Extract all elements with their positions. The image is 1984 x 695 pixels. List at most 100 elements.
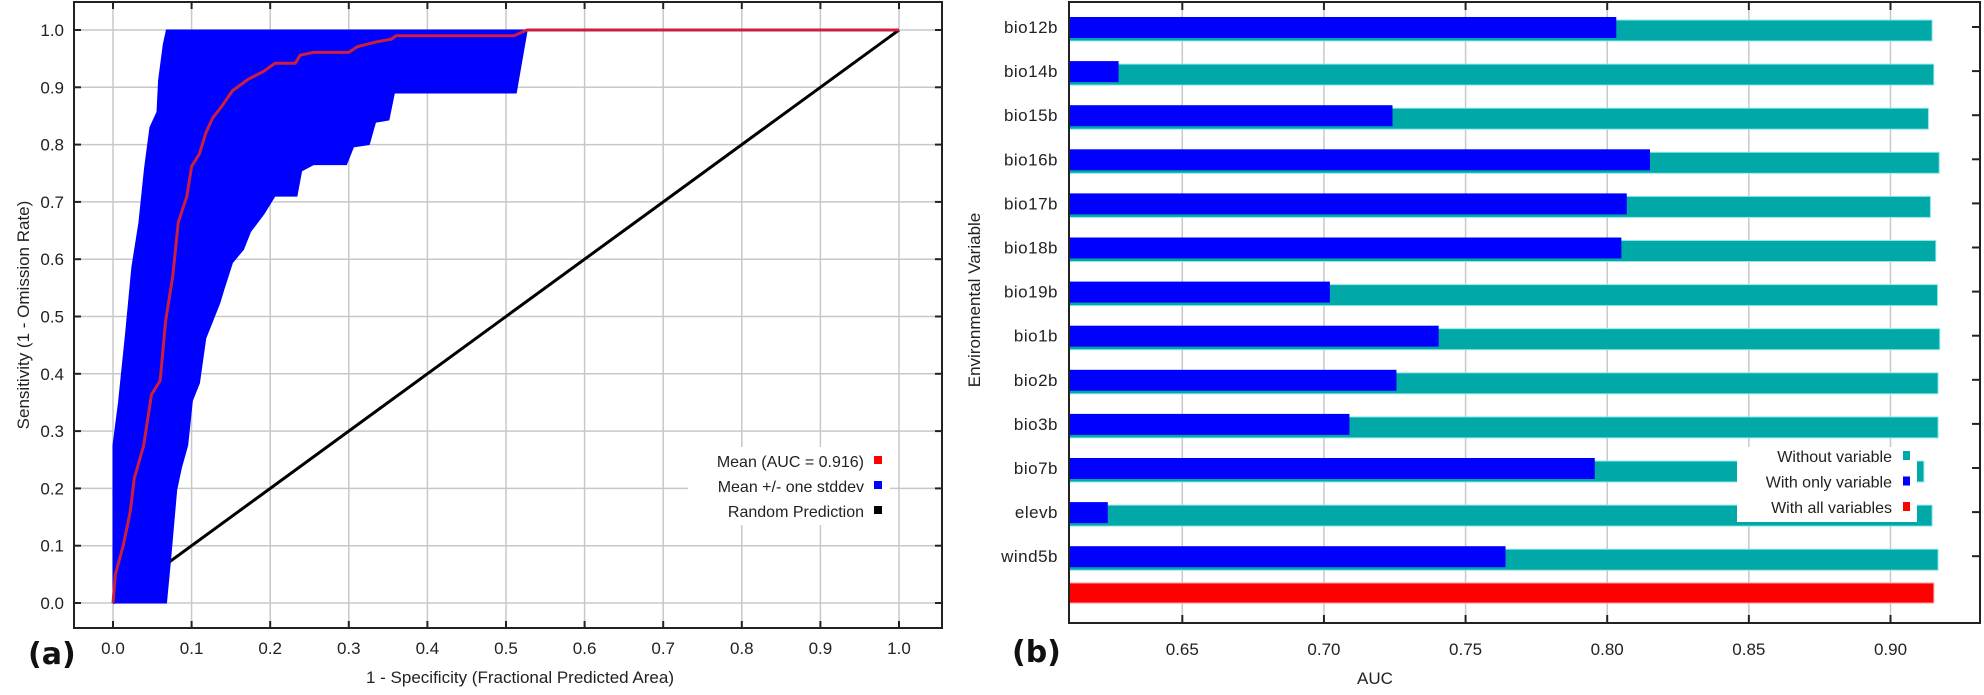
category-label: elevb [1015,503,1058,522]
x-tick-label: 0.3 [337,639,361,658]
legend-background [688,447,890,525]
legend-swatch [874,506,882,514]
y-tick-label: 1.0 [40,21,64,40]
x-tick-label: 0.75 [1449,640,1482,659]
x-tick-label: 0.0 [101,639,125,658]
category-label: wind5b [1000,547,1058,566]
y-tick-label: 0.1 [40,537,64,556]
y-tick-label: 0.4 [40,365,64,384]
legend-label: With only variable [1766,475,1892,492]
bar-row-bio17b [1068,193,1931,218]
with-all-variables-bar [1068,582,1935,604]
legend-label: Without variable [1777,449,1892,466]
x-tick-label: 1.0 [887,639,911,658]
with-only-variable-bar [1069,17,1617,38]
auc-gridlines [1181,2,1892,623]
legend-label: Mean (AUC = 0.916) [717,454,864,471]
bar-row-bio7b [1068,458,1925,483]
auc-axis-ticks: 0.65 0.70 0.75 0.80 0.85 0.90 bio12b bio14b bio1… [1000,2,1980,659]
category-label: bio17b [1004,194,1058,213]
y-tick-label: 0.9 [40,78,64,97]
bar-row-bio16b [1068,149,1940,174]
category-label: bio15b [1004,106,1058,125]
category-label: bio7b [1014,459,1058,478]
x-tick-label: 0.7 [651,639,675,658]
x-tick-label: 0.9 [809,639,833,658]
y-tick-label: 0.3 [40,422,64,441]
x-tick-label: 0.90 [1874,640,1907,659]
legend-label: With all variables [1771,500,1892,517]
bar-row-bio1b [1068,325,1941,351]
auc-bars [1068,17,1941,604]
with-only-variable-bar [1069,105,1393,127]
roc-y-axis-title: Sensitivity (1 - Omission Rate) [14,201,33,430]
roc-axis-ticks: 0.0 0.1 0.2 0.3 0.4 0.5 0.6 0.7 0.8 0.9 1.0 0.0 0.1 0… [40,2,942,658]
x-tick-label: 0.2 [258,639,282,658]
y-tick-label: 0.7 [40,193,64,212]
roc-plot-frame [73,1,943,629]
legend-swatch [1903,476,1910,486]
auc-x-axis-title: AUC [1357,669,1393,688]
x-tick-label: 0.6 [573,639,597,658]
bar-row-bio18b [1068,237,1937,262]
with-only-variable-bar [1069,61,1119,83]
with-only-variable-bar [1069,149,1650,171]
with-only-variable-bar [1069,458,1595,479]
roc-x-axis-title: 1 - Specificity (Fractional Predicted Ar… [366,668,674,687]
legend-label: Mean +/- one stddev [718,479,864,496]
random-prediction-line [112,28,900,605]
bar-row-bio2b [1068,369,1939,395]
with-only-variable-bar [1069,325,1439,347]
category-label: bio16b [1004,150,1058,169]
category-label: bio19b [1004,283,1058,302]
panel-label-a: (a) [28,637,76,672]
legend-swatch [1903,451,1910,460]
roc-legend: Mean (AUC = 0.916) Mean +/- one stddev Ran… [688,447,890,525]
random-prediction-series [112,28,900,605]
auc-plot-frame [1068,1,1981,624]
category-label: bio14b [1004,62,1058,81]
jackknife-auc-panel: 0.65 0.70 0.75 0.80 0.85 0.90 bio12b bio14b bio1… [965,1,1981,688]
y-tick-label: 0.8 [40,136,64,155]
panel-label-b: (b) [1012,635,1061,670]
mean-roc-line [111,28,899,604]
x-tick-label: 0.1 [180,639,204,658]
with-only-variable-bar [1069,413,1350,435]
auc-y-axis-title: Environmental Variable [965,213,984,388]
legend-label: Random Prediction [728,504,864,521]
y-tick-label: 0.0 [40,594,64,613]
legend-swatch [1903,502,1910,511]
y-tick-label: 0.5 [40,308,64,327]
bar-row-elevb [1068,502,1933,527]
legend-swatch [874,456,882,464]
mean-series [111,28,899,604]
auc-legend: Without variable With only variable With a… [1737,447,1917,522]
legend-swatch [874,481,882,489]
with-only-variable-bar [1069,193,1627,215]
bar-row-wind5b [1068,546,1939,571]
x-tick-label: 0.4 [416,639,440,658]
category-label: bio18b [1004,239,1058,258]
without-variable-bar [1068,63,1935,86]
stddev-band [112,29,899,604]
roc-curve-panel: 0.0 0.1 0.2 0.3 0.4 0.5 0.6 0.7 0.8 0.9 1.0 0.0 0.1 0… [14,1,943,687]
category-label: bio3b [1014,415,1058,434]
y-tick-label: 0.6 [40,250,64,269]
category-label: bio1b [1014,327,1058,346]
x-tick-label: 0.65 [1166,640,1199,659]
legend-background [1737,447,1917,522]
x-tick-label: 0.8 [730,639,754,658]
with-only-variable-bar [1069,237,1622,259]
category-label: bio12b [1004,18,1058,37]
x-tick-label: 0.5 [494,639,518,658]
x-tick-label: 0.70 [1307,640,1340,659]
bar-row-bio12b [1068,17,1933,42]
bar-row-bio19b [1068,281,1939,307]
x-tick-label: 0.85 [1732,640,1765,659]
category-label: bio2b [1014,371,1058,390]
x-tick-label: 0.80 [1591,640,1624,659]
with-only-variable-bar [1069,369,1397,391]
stddev-band-area [112,29,899,604]
bar-row-bio15b [1068,105,1929,130]
